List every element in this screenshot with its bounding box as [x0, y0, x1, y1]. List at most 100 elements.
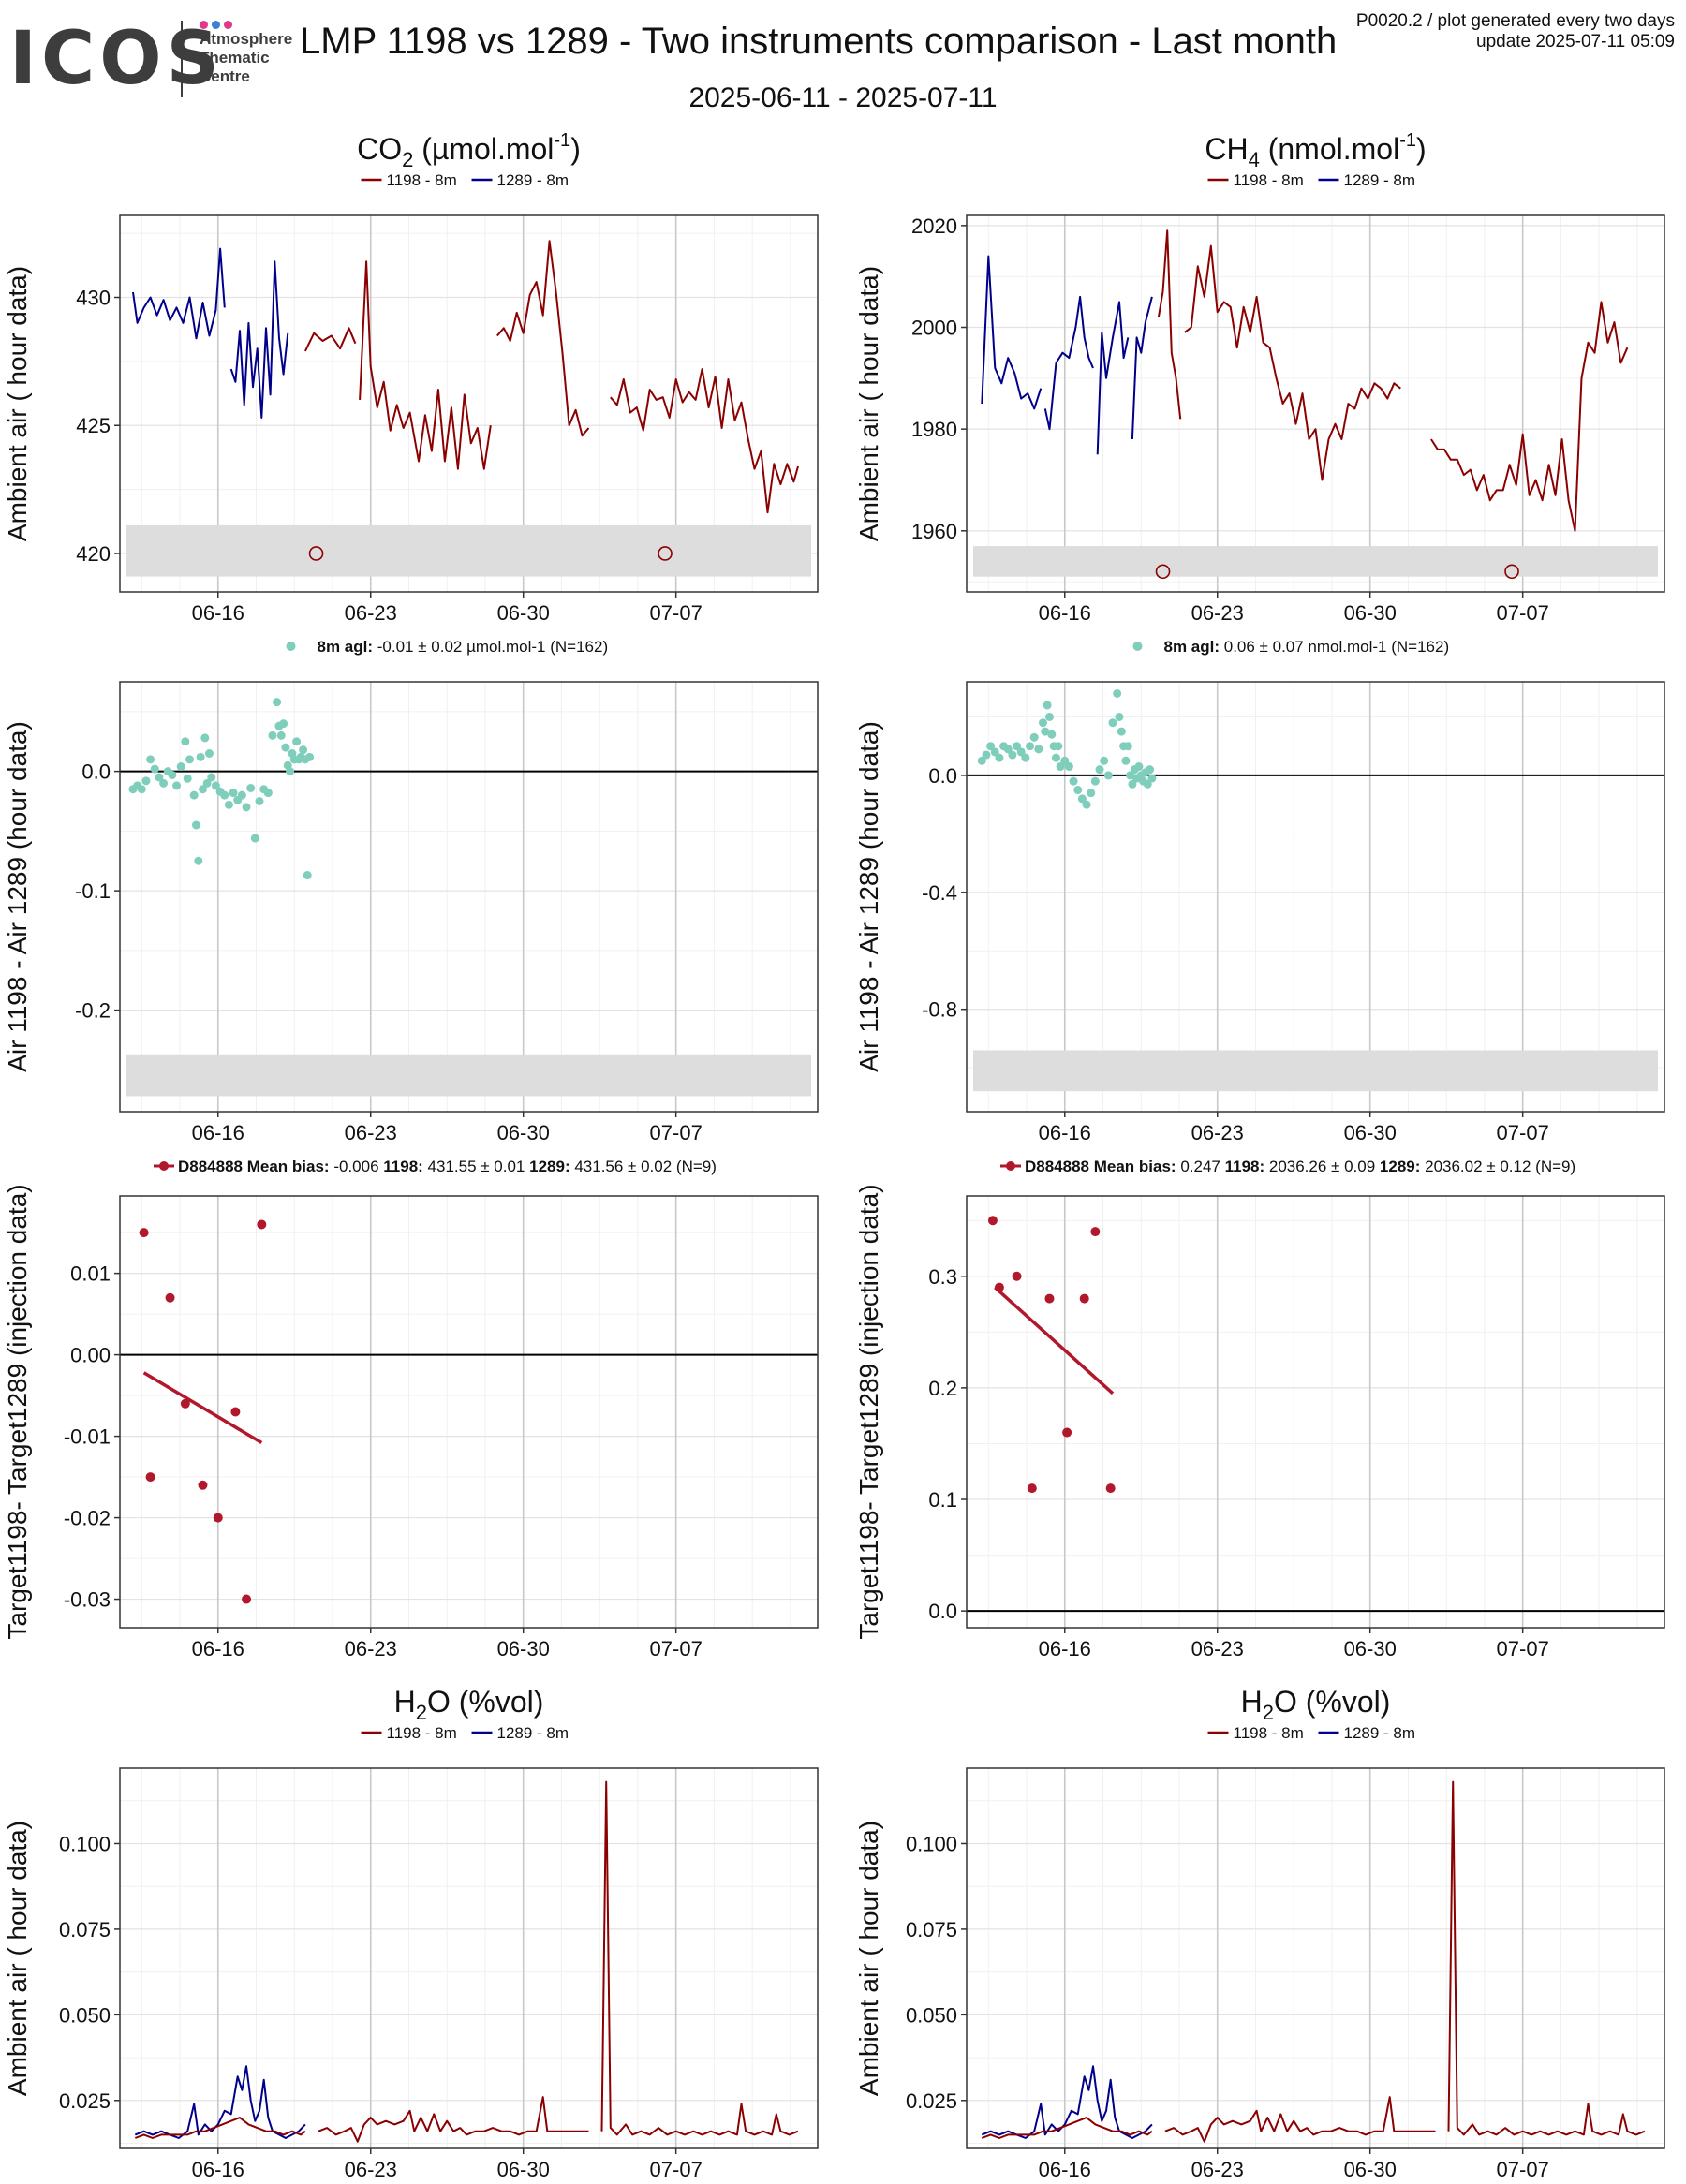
data-point [196, 752, 205, 761]
y-tick-label: 0.050 [59, 2003, 111, 2027]
data-point [1021, 753, 1030, 762]
data-point [987, 1216, 998, 1226]
data-point [1115, 712, 1124, 721]
legend-label: D884888 [1025, 1158, 1094, 1175]
data-point [1123, 742, 1132, 751]
x-tick-label: 06-16 [1039, 1637, 1091, 1660]
y-tick-label: -0.4 [922, 881, 957, 905]
y-tick-label: 425 [76, 414, 111, 437]
y-tick-label: 0.2 [928, 1377, 957, 1400]
data-point [1079, 1293, 1089, 1304]
y-tick-label: 2000 [911, 317, 957, 340]
series-line-1289 [132, 247, 226, 340]
y-tick-label: 0.025 [906, 2089, 957, 2113]
logo-dots [200, 17, 236, 34]
data-point [180, 1398, 190, 1409]
x-tick-label: 07-07 [650, 601, 702, 625]
chart-title: CH4 (nmol.mol-1) [1205, 130, 1426, 171]
x-tick-label: 06-16 [1039, 1121, 1091, 1144]
title-subscript: 4 [1249, 148, 1260, 171]
data-point [229, 789, 238, 798]
data-point [155, 773, 164, 782]
data-point [189, 790, 199, 800]
data-point [1069, 776, 1078, 786]
x-tick-label: 07-07 [650, 1121, 702, 1144]
chart-title: CO2 (µmol.mol-1) [357, 130, 581, 171]
x-tick-label: 06-16 [1039, 2158, 1091, 2181]
data-point [990, 747, 999, 757]
target-marker [1504, 564, 1519, 580]
data-point [286, 767, 295, 776]
legend-b-label: 1289: [529, 1158, 574, 1175]
data-point [1121, 756, 1131, 765]
series-line-1198 [1184, 244, 1401, 481]
series-line-1289 [1096, 301, 1130, 455]
series-line-1198 [600, 1780, 799, 2136]
data-point [1038, 718, 1047, 728]
plot-border [966, 681, 1665, 1113]
title-close: ) [570, 132, 581, 166]
y-tick-label: 0.025 [59, 2089, 111, 2113]
y-tick-label: -0.01 [64, 1425, 111, 1449]
series-line-1289 [981, 255, 1043, 410]
title-unit: (µmol.mol [413, 132, 554, 166]
data-point [191, 820, 200, 830]
update-timestamp: update 2025-07-11 05:09 [1476, 32, 1675, 52]
data-point [213, 1513, 223, 1523]
data-point [276, 730, 286, 740]
data-point [146, 755, 155, 764]
data-point [255, 797, 264, 805]
data-point [1041, 727, 1050, 736]
data-point [1082, 800, 1091, 809]
trend-line [994, 1286, 1115, 1395]
ch4-diff-panel: -0.8 -0.4 0.0 06-16 06-23 06-30 07-07 Air 1198 … [854, 638, 1665, 1144]
h2o-right-panel: 0.025 0.050 0.075 0.100 06-16 06-23 06-30 07-07… [854, 1685, 1665, 2181]
y-tick-label: 1980 [911, 418, 957, 441]
data-point [1126, 771, 1135, 780]
data-point [1090, 776, 1100, 786]
legend-count: (N=9) [676, 1158, 717, 1175]
title-main: CO [357, 132, 402, 166]
legend-count: (N=162) [1391, 638, 1449, 656]
legend-label: 1198 - 8m [1234, 171, 1304, 189]
x-tick-label: 06-23 [1191, 601, 1244, 625]
y-tick-label: 0.01 [70, 1262, 111, 1286]
reference-band [126, 524, 811, 577]
plot-border [119, 681, 819, 1113]
data-point [1013, 742, 1022, 751]
data-point [1044, 1293, 1055, 1304]
data-point [242, 803, 251, 812]
data-point [1134, 762, 1144, 772]
legend-key-dot [159, 1161, 169, 1171]
data-point [1100, 756, 1109, 765]
x-tick-label: 07-07 [650, 1637, 702, 1660]
y-axis-label: Target1198- Target1289 (injection data) [854, 1184, 883, 1639]
target-marker [658, 546, 673, 561]
data-point [1034, 745, 1043, 754]
y-axis-label: Ambient air ( hour data) [854, 1821, 883, 2096]
target-marker [1155, 564, 1171, 580]
data-point [139, 1228, 149, 1238]
data-point [176, 762, 185, 772]
series-line-1198 [981, 2117, 1153, 2139]
x-tick-label: 06-30 [1344, 601, 1397, 625]
data-point [172, 781, 182, 790]
legend-a: 431.55 ± 0.01 [428, 1158, 530, 1175]
data-point [246, 783, 256, 792]
series-line-1198 [1157, 229, 1182, 420]
plot-border [119, 1767, 819, 2149]
legend-key [286, 642, 296, 651]
x-tick-label: 06-16 [192, 1637, 244, 1660]
logo-subtitle-line: Atmosphere [200, 30, 293, 48]
series-line-1289 [1131, 296, 1153, 440]
data-point [207, 773, 216, 782]
title-superscript: -1 [1399, 130, 1416, 151]
y-tick-label: -0.02 [64, 1507, 111, 1530]
title-unit: O (%vol) [427, 1685, 543, 1719]
x-tick-label: 07-07 [650, 2158, 702, 2181]
series-line-1198 [1430, 301, 1629, 532]
legend-label: 8m agl: [1164, 638, 1224, 656]
data-point [1087, 789, 1096, 798]
data-point [183, 774, 192, 783]
